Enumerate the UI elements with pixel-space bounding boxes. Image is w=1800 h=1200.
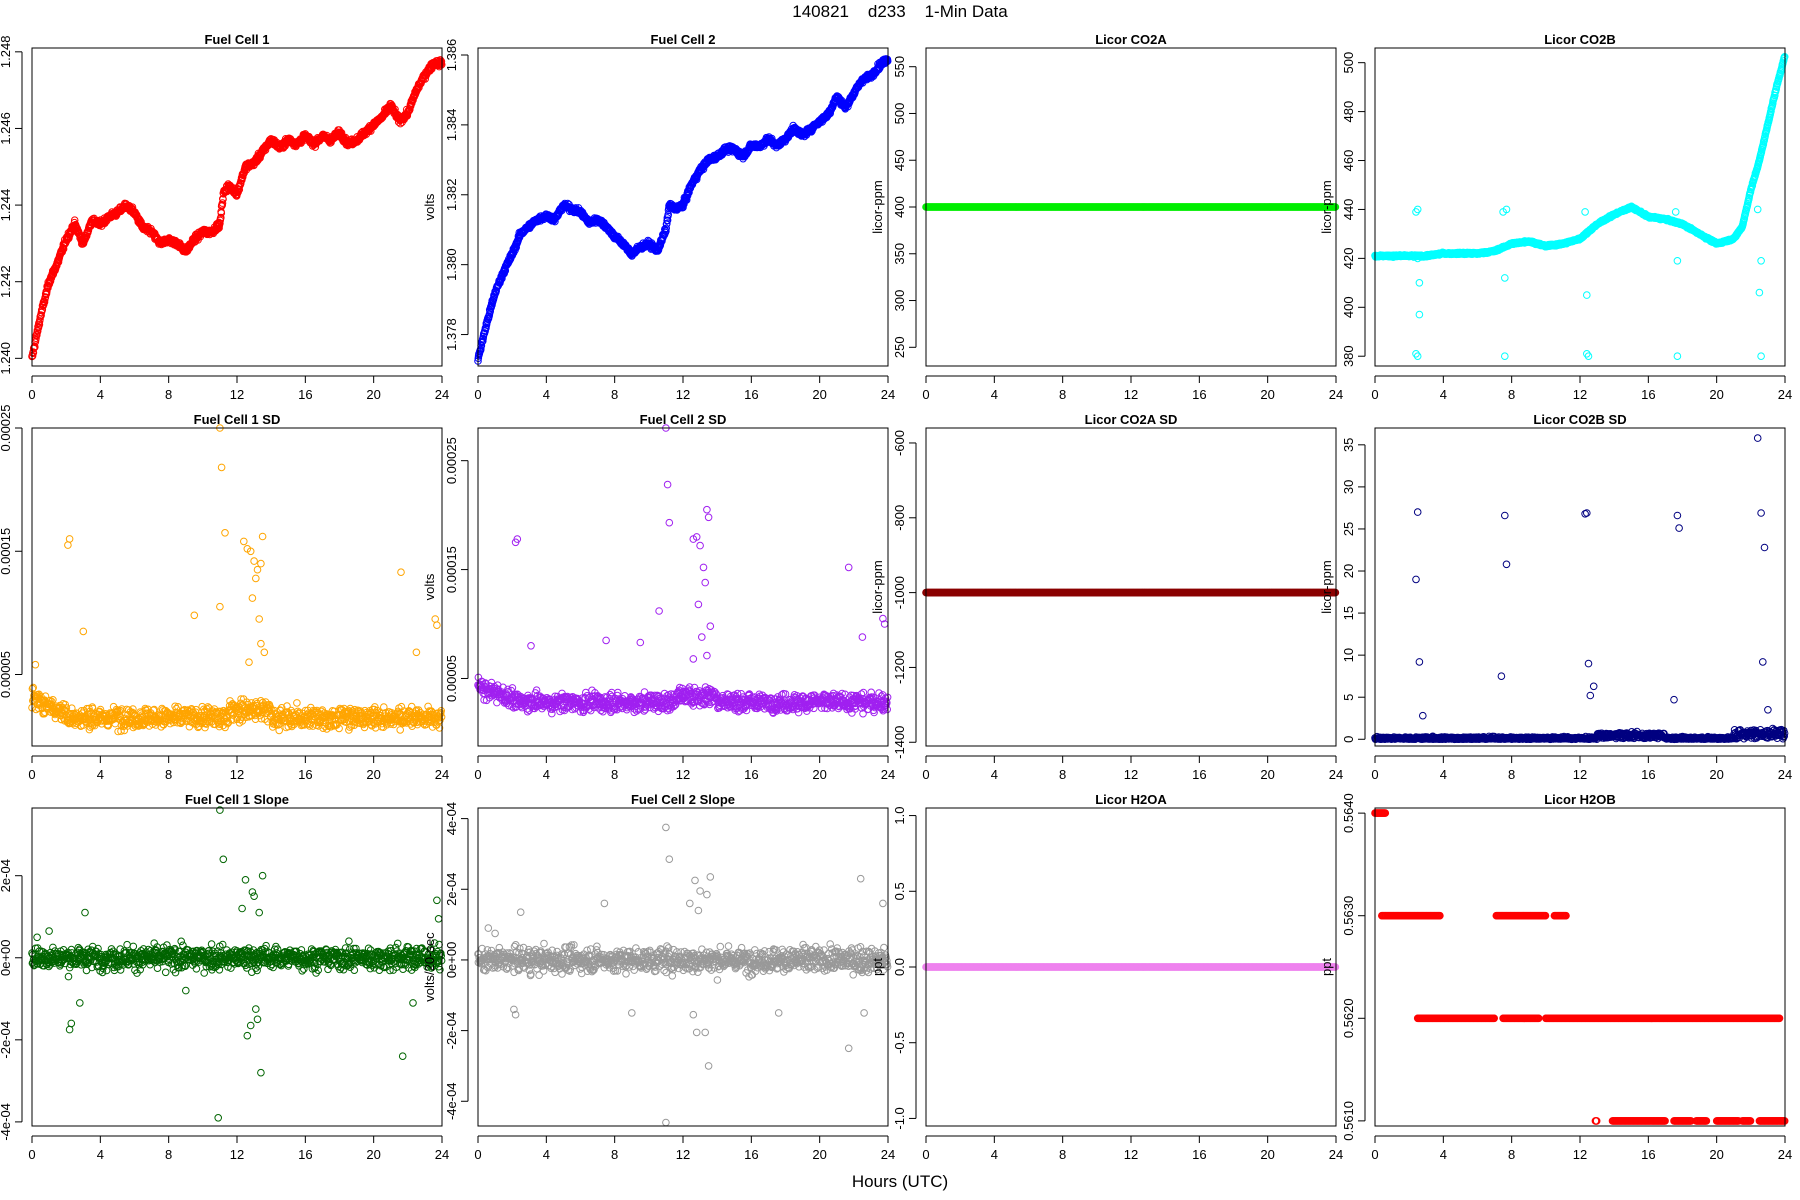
data-point xyxy=(215,224,223,232)
y-tick-label: 1.384 xyxy=(444,109,459,142)
y-axis: 1.378 1.380 1.382 1.384 1.386 xyxy=(444,39,469,351)
y-tick-label: 300 xyxy=(892,290,907,312)
x-tick-label: 24 xyxy=(435,387,449,402)
x-tick-label: 12 xyxy=(1124,387,1138,402)
x-tick-label: 16 xyxy=(744,387,758,402)
y-axis-label: volts xyxy=(422,193,437,220)
y-axis-label: licor-ppm xyxy=(870,180,885,233)
x-tick-label: 12 xyxy=(230,387,244,402)
data-point xyxy=(40,298,49,307)
x-tick-label: 8 xyxy=(1059,387,1066,402)
x-tick-label: 0 xyxy=(28,387,35,402)
y-tick-label: 1.382 xyxy=(444,178,459,211)
data-point xyxy=(33,331,41,340)
data-point xyxy=(415,83,423,92)
y-axis: 1.240 1.242 1.244 1.246 1.248 xyxy=(0,36,23,375)
y-tick-label: 1.244 xyxy=(0,189,13,222)
x-tick-label: 24 xyxy=(1329,387,1343,402)
x-tick-label: 4 xyxy=(543,387,550,402)
y-tick-label: 500 xyxy=(892,103,907,125)
panel-title: Licor CO2B xyxy=(1544,32,1616,47)
x-tick-label: 12 xyxy=(676,387,690,402)
y-tick-label: 450 xyxy=(892,149,907,171)
data-points xyxy=(1371,53,1789,361)
x-axis: 0 4 8 12 16 20 24 xyxy=(922,375,1343,402)
x-tick-label: 16 xyxy=(1192,387,1206,402)
x-tick-label: 24 xyxy=(881,387,895,402)
data-point xyxy=(217,213,225,222)
x-tick-label: 20 xyxy=(1260,387,1274,402)
y-tick-label: 1.248 xyxy=(0,36,13,69)
x-tick-label: 4 xyxy=(991,387,998,402)
panel-co2a: Licor CO2A licor-ppm 0 4 8 12 16 20 24 250 300 350 4… xyxy=(870,32,1343,402)
x-axis: 0 4 8 12 16 20 24 xyxy=(28,375,449,402)
plot-frame xyxy=(31,47,443,367)
y-tick-label: 1.386 xyxy=(444,39,459,72)
panel-title: Licor CO2A xyxy=(1095,32,1167,47)
x-tick-label: 20 xyxy=(366,387,380,402)
x-tick-label: 4 xyxy=(97,387,104,402)
y-tick-label: 350 xyxy=(892,243,907,265)
data-point xyxy=(82,232,91,240)
panel-fc1: Fuel Cell 1volts048121620241.2401.2421.2… xyxy=(0,32,449,402)
data-point xyxy=(215,218,223,227)
y-axis: 250 300 350 400 450 500 550 xyxy=(892,56,917,358)
panel-title: Fuel Cell 1 xyxy=(204,32,269,47)
y-tick-label: 550 xyxy=(892,56,907,78)
x-tick-label: 8 xyxy=(165,387,172,402)
y-tick-label: 400 xyxy=(892,196,907,218)
y-tick-label: 1.240 xyxy=(0,342,13,375)
data-point xyxy=(218,199,227,207)
x-tick-label: 0 xyxy=(474,387,481,402)
data-point xyxy=(35,321,44,329)
x-tick-label: 0 xyxy=(922,387,929,402)
y-tick-label: 1.246 xyxy=(0,112,13,145)
y-tick-label: 250 xyxy=(892,336,907,358)
data-point xyxy=(437,57,446,66)
x-tick-label: 16 xyxy=(298,387,312,402)
data-points xyxy=(28,56,446,361)
data-point xyxy=(216,219,224,228)
data-point xyxy=(32,334,40,343)
x-tick-label: 8 xyxy=(611,387,618,402)
data-point xyxy=(38,305,47,314)
data-point xyxy=(136,216,144,224)
data-points xyxy=(474,55,892,365)
data-point xyxy=(125,202,134,211)
y-tick-label: 1.378 xyxy=(444,318,459,351)
y-tick-label: 1.242 xyxy=(0,265,13,298)
data-points xyxy=(922,203,1340,211)
x-axis: 0 4 8 12 16 20 24 xyxy=(474,375,895,402)
y-axis-label: licor-ppm xyxy=(1319,180,1334,233)
x-tick-label: 20 xyxy=(812,387,826,402)
page-title: 140821 d233 1-Min Data xyxy=(792,2,1008,21)
data-point xyxy=(28,352,37,360)
data-point xyxy=(37,311,45,320)
y-tick-label: 1.380 xyxy=(444,248,459,281)
panel-title: Fuel Cell 2 xyxy=(650,32,715,47)
data-point xyxy=(436,56,445,64)
